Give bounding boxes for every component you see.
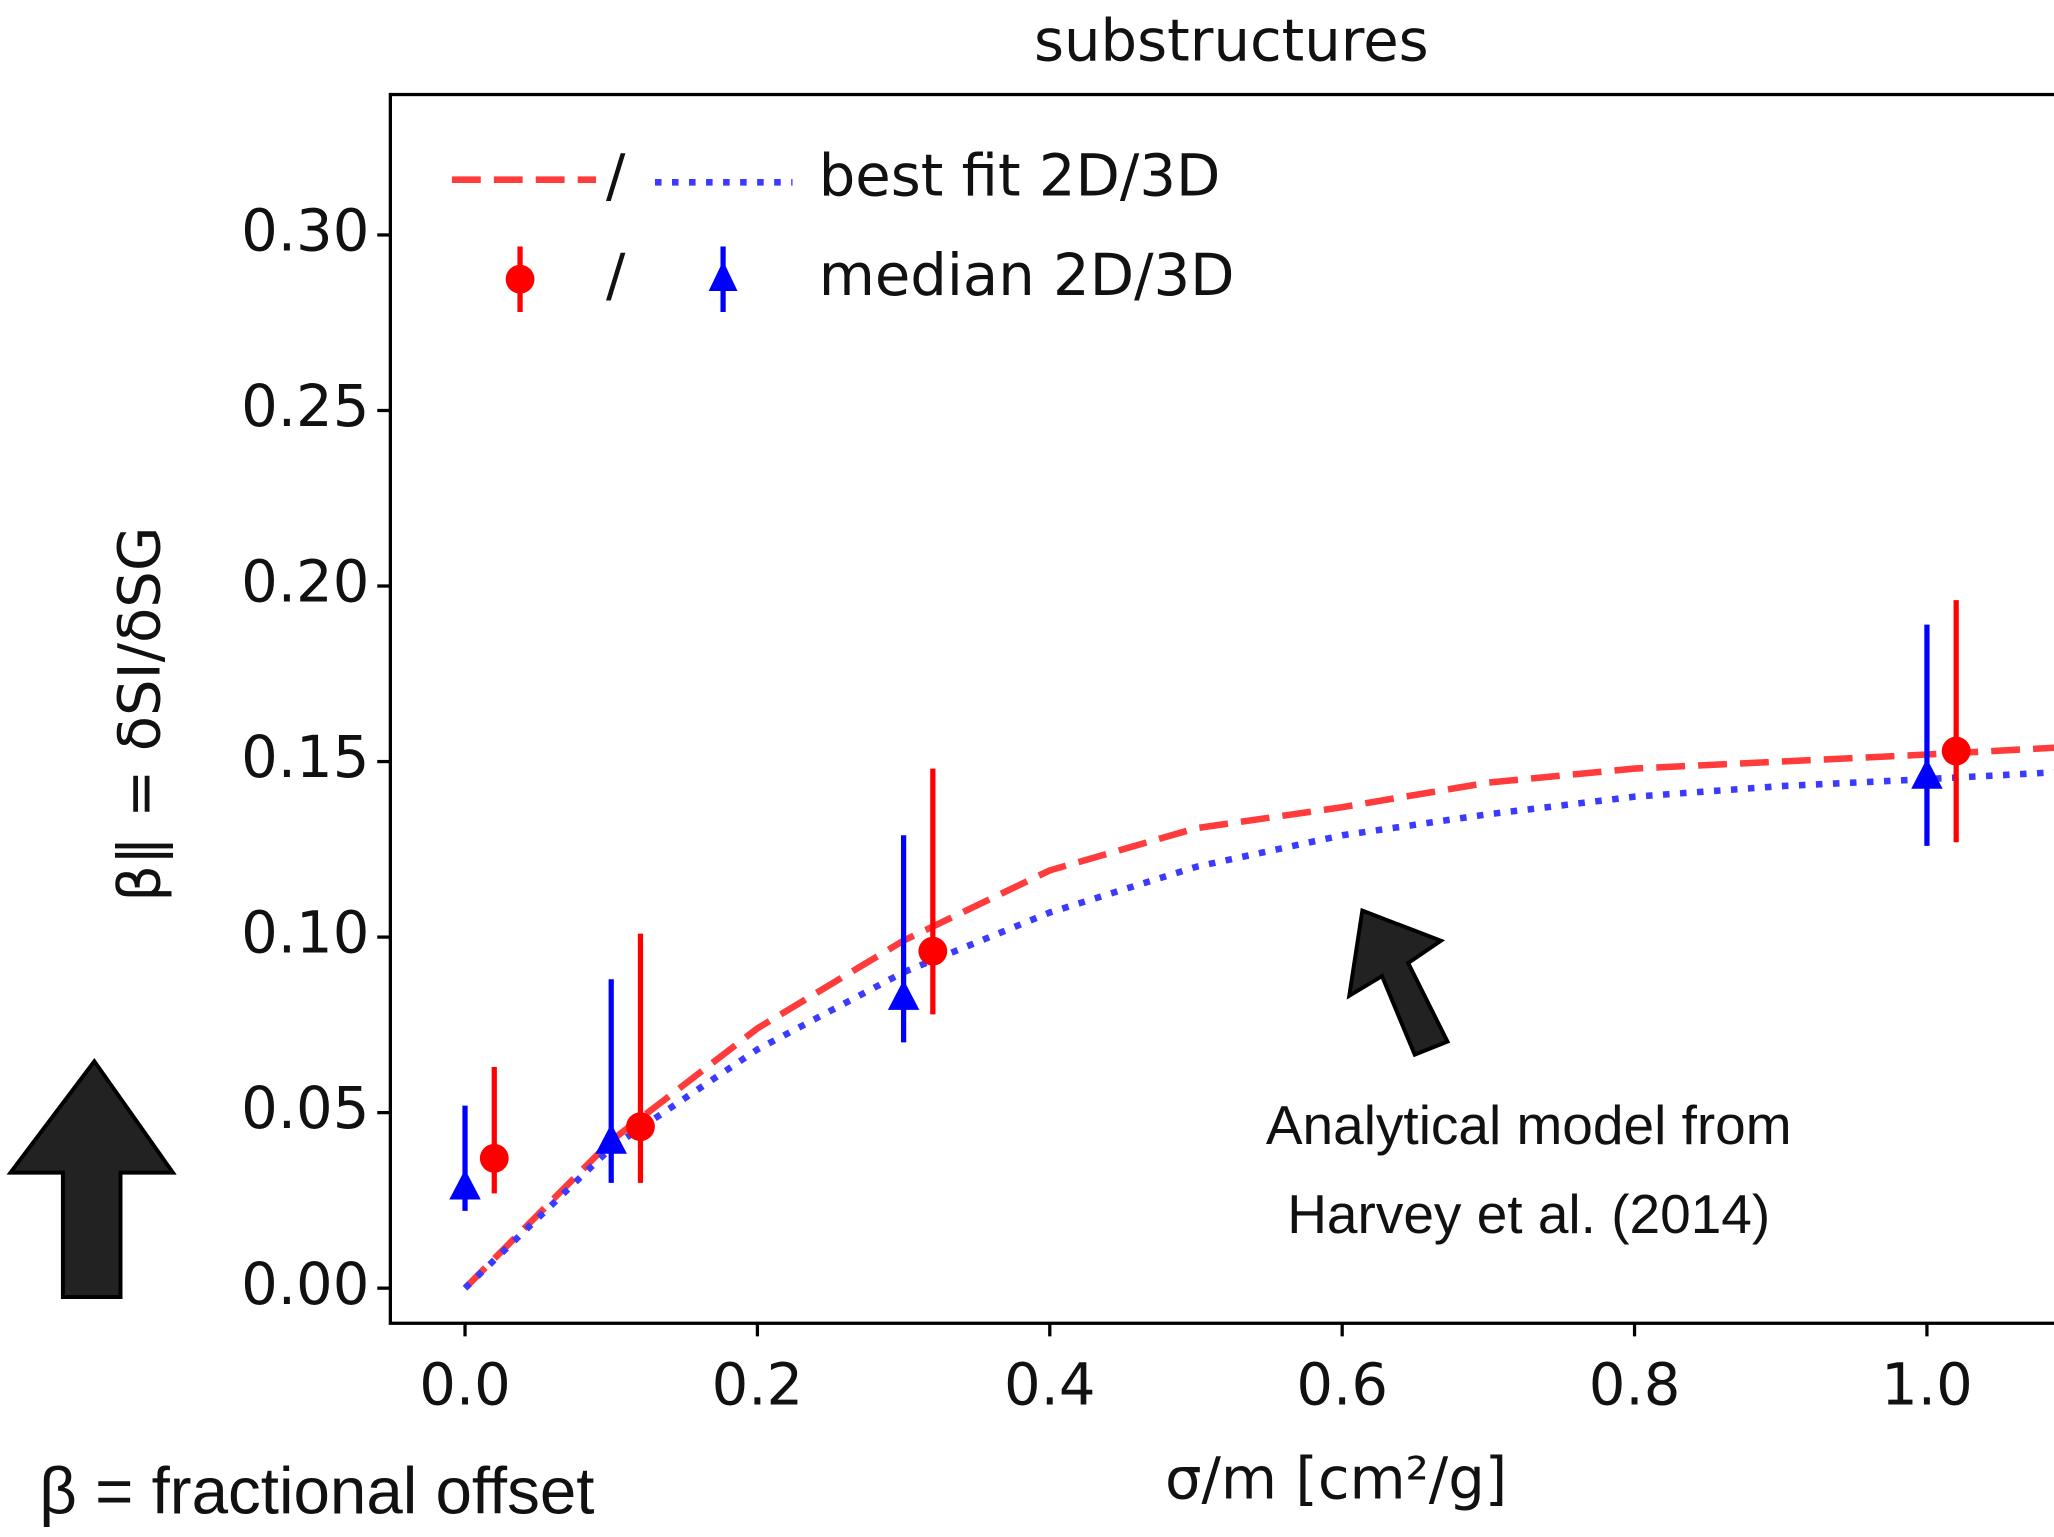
y-tick-label: 0.05 bbox=[241, 1075, 369, 1142]
y-tick-label: 0.25 bbox=[241, 373, 369, 440]
x-tick-label: 1.0 bbox=[1881, 1351, 1973, 1418]
data-point bbox=[479, 1143, 509, 1173]
y-tick-label: 0.20 bbox=[241, 549, 369, 616]
data-point bbox=[918, 936, 948, 966]
data-point bbox=[595, 1123, 627, 1154]
plot-frame bbox=[388, 92, 2054, 1325]
fit-line bbox=[462, 769, 2054, 1291]
legend-separator: / bbox=[606, 242, 626, 309]
annotation: Harvey et al. (2014) bbox=[1287, 1183, 1770, 1245]
chart-title: substructures bbox=[1034, 7, 1429, 74]
data-point bbox=[1911, 758, 1943, 789]
y-tick-label: 0.30 bbox=[241, 198, 369, 265]
y-tick-label: 0.10 bbox=[241, 900, 369, 967]
data-point bbox=[887, 979, 920, 1010]
legend: / best fit 2D/3D / median 2D/3D bbox=[451, 142, 1235, 312]
x-tick-label: 0.8 bbox=[1589, 1351, 1681, 1418]
data-point bbox=[626, 1112, 655, 1142]
x-axis-label: σ/m [cm²/g] bbox=[1165, 1446, 1507, 1513]
plot: 0.00 0.05 0.10 0.15 0.20 0.25 0.30 0.0 0.2 0.4 0.6… bbox=[241, 92, 2054, 1418]
y-tick-label: 0.15 bbox=[241, 724, 369, 791]
legend-separator: / bbox=[606, 142, 626, 209]
data-point bbox=[449, 1169, 481, 1200]
legend-label: best fit 2D/3D bbox=[819, 142, 1221, 209]
y-tick-label: 0.00 bbox=[241, 1251, 369, 1318]
sketch-arrow bbox=[6, 907, 1451, 1300]
x-tick-label: 0.2 bbox=[712, 1351, 804, 1418]
legend-label: median 2D/3D bbox=[819, 242, 1235, 309]
fit-line bbox=[462, 744, 2054, 1291]
x-tick-label: 0.0 bbox=[419, 1351, 511, 1418]
annotation: β = fractional offset bbox=[39, 1454, 594, 1527]
x-tick-label: 0.4 bbox=[1004, 1351, 1096, 1418]
y-axis-label: β‖ = δSI/δSG bbox=[107, 527, 174, 902]
legend-marker bbox=[708, 260, 738, 292]
annotation: Analytical model from bbox=[1266, 1094, 1792, 1156]
data-point bbox=[1941, 736, 1971, 766]
x-tick-label: 0.6 bbox=[1296, 1351, 1388, 1418]
legend-marker bbox=[505, 264, 535, 294]
